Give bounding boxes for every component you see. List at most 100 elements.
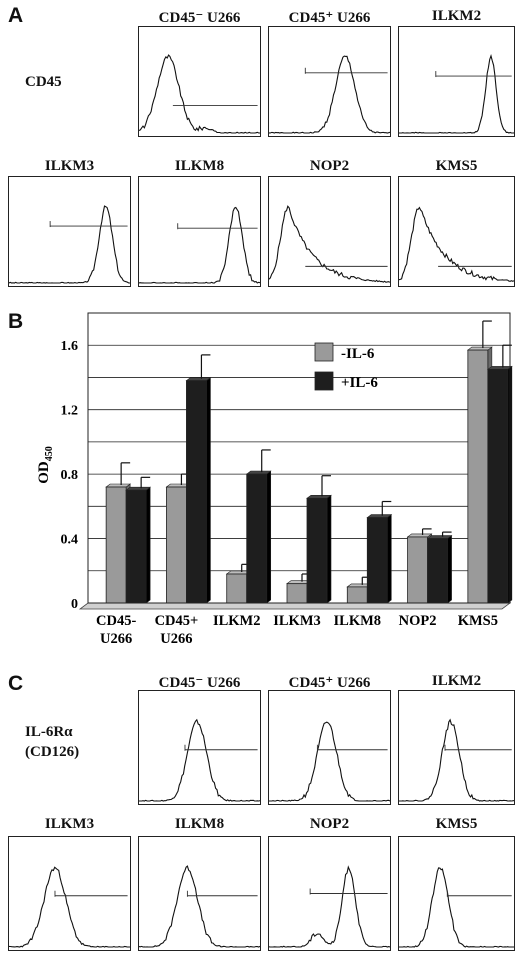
chart-bar bbox=[426, 531, 453, 604]
chart-bar-face bbox=[346, 586, 368, 604]
c-histogram-curve bbox=[139, 718, 260, 802]
chart-bar-face bbox=[366, 517, 388, 604]
chart-x-tick-label: ILKM8 bbox=[334, 613, 382, 629]
a-histogram-curve bbox=[139, 54, 260, 134]
chart-bar-face bbox=[125, 489, 147, 604]
chart-bar bbox=[185, 354, 212, 604]
c-histogram-plot bbox=[269, 865, 390, 948]
chart-bar-side bbox=[386, 514, 392, 604]
c-hist-title: ILKM8 bbox=[174, 816, 225, 832]
a-histogram bbox=[8, 176, 131, 287]
panel-c-row-label-line2: (CD126) bbox=[25, 744, 80, 760]
chart-x-labels: CD45- U266 CD45+ U266 ILKM2 ILKM3 ILKM8 NOP2 KMS… bbox=[96, 613, 498, 647]
chart-bar-top bbox=[105, 483, 132, 488]
chart-bar bbox=[306, 475, 332, 604]
a-histogram-plot bbox=[269, 55, 390, 134]
chart-bar-face bbox=[105, 486, 127, 604]
chart-bar-face bbox=[186, 380, 207, 604]
a-histogram bbox=[268, 176, 391, 287]
chart-bar-face bbox=[306, 497, 328, 604]
c-histogram-plot bbox=[269, 721, 390, 802]
a-histogram bbox=[398, 26, 515, 137]
a-histogram-curve bbox=[9, 205, 130, 284]
a-histogram-curve bbox=[399, 54, 514, 134]
chart-x-tick-label: U266 bbox=[160, 631, 192, 647]
c-histogram bbox=[398, 836, 515, 951]
chart-bar-face bbox=[166, 486, 187, 604]
a-histogram-curve bbox=[139, 206, 260, 284]
chart-legend-swatch bbox=[314, 371, 334, 391]
chart-y-tick-label: 0 bbox=[71, 597, 78, 612]
chart-x-tick-label: CD45- bbox=[96, 613, 136, 629]
c-histogram-curve bbox=[399, 718, 514, 802]
chart-bar-face bbox=[246, 473, 268, 604]
a-histogram-curve bbox=[269, 55, 390, 134]
chart-y-ticks: 0 0.4 0.8 1.2 1.6 bbox=[61, 339, 79, 612]
c-histogram bbox=[268, 690, 391, 805]
c-histogram-plot bbox=[399, 867, 514, 948]
a-histogram bbox=[138, 176, 261, 287]
a-hist-title: NOP2 bbox=[309, 158, 350, 174]
c-histogram bbox=[138, 690, 261, 805]
a-hist-title: CD45⁻ U266 bbox=[158, 10, 241, 26]
a-histogram bbox=[138, 26, 261, 137]
chart-bar-top bbox=[406, 533, 433, 538]
chart-x-tick-label: ILKM3 bbox=[273, 613, 321, 629]
a-histogram-plot bbox=[269, 205, 390, 283]
panel-b-letter: B bbox=[8, 310, 24, 333]
a-histogram-plot bbox=[9, 205, 130, 284]
chart-bar bbox=[366, 500, 393, 604]
panel-c-row-label-line1: IL-6Rα bbox=[25, 724, 73, 740]
chart-legend-label: -IL-6 bbox=[341, 346, 375, 362]
panel-a-row-label: CD45 bbox=[25, 74, 62, 90]
a-hist-title: CD45⁺ U266 bbox=[288, 10, 371, 26]
a-hist-title: KMS5 bbox=[435, 158, 478, 174]
panel-c-letter: C bbox=[8, 672, 24, 695]
c-histogram bbox=[138, 836, 261, 951]
chart-bar bbox=[486, 344, 513, 604]
chart-bar-face bbox=[427, 538, 448, 604]
chart-x-tick-label: NOP2 bbox=[399, 613, 437, 629]
chart-bar-top bbox=[366, 514, 393, 518]
chart-y-tick-label: 0.4 bbox=[61, 533, 79, 548]
chart-y-tick-label: 1.6 bbox=[61, 339, 79, 354]
chart-legend-swatch bbox=[314, 342, 334, 362]
chart-bar-face bbox=[286, 583, 308, 604]
c-histogram-plot bbox=[399, 718, 514, 802]
c-hist-title: CD45⁻ U266 bbox=[158, 675, 241, 691]
chart-plot-border bbox=[87, 312, 511, 604]
c-hist-title: KMS5 bbox=[435, 816, 478, 832]
c-histogram-curve bbox=[139, 865, 260, 948]
c-hist-title: CD45⁺ U266 bbox=[288, 675, 371, 691]
c-histogram bbox=[268, 836, 391, 951]
chart-bar-face bbox=[487, 368, 509, 604]
c-histogram-curve bbox=[269, 721, 390, 802]
c-hist-title: ILKM3 bbox=[44, 816, 95, 832]
a-histogram-plot bbox=[139, 206, 260, 284]
chart-bar bbox=[245, 449, 272, 604]
panel-c-row-label: IL-6Rα (CD126) bbox=[25, 722, 79, 762]
c-histogram bbox=[398, 690, 515, 805]
a-histogram bbox=[268, 26, 391, 137]
c-histogram-curve bbox=[399, 867, 514, 948]
c-histogram-curve bbox=[269, 865, 390, 948]
chart-bar-top bbox=[185, 377, 212, 381]
chart-x-tick-label: CD45+ bbox=[155, 613, 199, 629]
chart-bar-top bbox=[245, 470, 272, 475]
chart-legend-label: +IL-6 bbox=[341, 375, 378, 391]
a-histogram-curve bbox=[269, 205, 390, 283]
c-histogram bbox=[8, 836, 131, 951]
a-hist-title: ILKM2 bbox=[431, 8, 482, 24]
chart-bar-top bbox=[125, 486, 152, 491]
chart-bar-face bbox=[467, 349, 489, 604]
c-histogram-plot bbox=[9, 866, 130, 948]
a-hist-title: ILKM3 bbox=[44, 158, 95, 174]
a-hist-title: ILKM8 bbox=[174, 158, 225, 174]
chart-y-tick-label: 1.2 bbox=[61, 404, 79, 419]
c-histogram-plot bbox=[139, 865, 260, 948]
chart-bar-face bbox=[407, 536, 428, 604]
chart-y-label: OD450 bbox=[36, 446, 55, 484]
chart-floor bbox=[78, 602, 512, 610]
chart-x-tick-label: U266 bbox=[100, 631, 132, 647]
chart-bar-top bbox=[486, 366, 513, 370]
